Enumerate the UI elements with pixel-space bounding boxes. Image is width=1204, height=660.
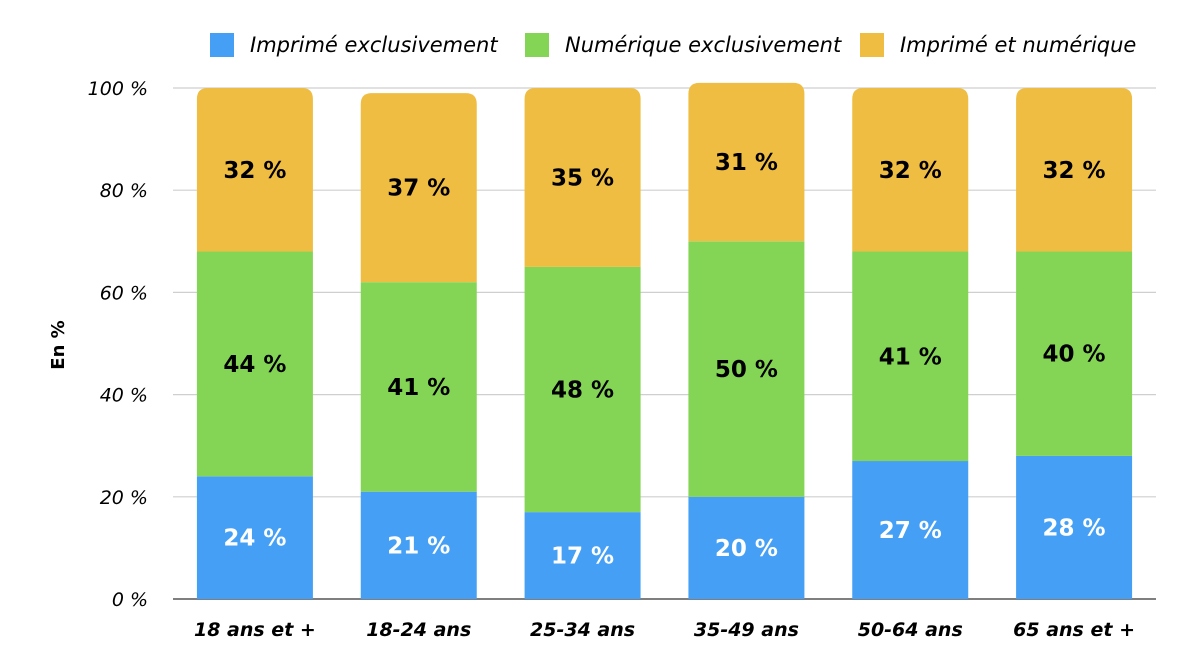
legend-label: Imprimé exclusivement — [250, 33, 498, 57]
bar-group: 27 % 41 % 32 % — [852, 88, 969, 599]
bar-segment — [524, 88, 641, 267]
data-label: 27 % — [879, 518, 942, 544]
bar-segment — [360, 491, 477, 599]
legend-item: Numérique exclusivement — [525, 33, 842, 57]
legend-item: Imprimé exclusivement — [210, 33, 498, 57]
data-label: 37 % — [387, 176, 450, 202]
data-label: 21 % — [387, 533, 450, 559]
bar-segment — [196, 88, 313, 252]
data-label: 32 % — [879, 158, 942, 184]
x-tick-label: 35-49 ans — [694, 619, 799, 641]
bar-segment — [1016, 251, 1133, 456]
x-tick-label: 65 ans et + — [1013, 619, 1135, 641]
bar-segment — [688, 241, 805, 497]
data-label: 31 % — [715, 150, 778, 176]
data-label: 41 % — [879, 344, 942, 370]
data-label: 32 % — [223, 158, 286, 184]
bar-segment — [852, 88, 969, 252]
data-label: 32 % — [1043, 158, 1106, 184]
bar-segment — [688, 496, 805, 599]
bars: 24 % 44 % 32 % 21 % 41 % 37 % 17 % 48 % 35 % 20 %… — [196, 82, 1133, 599]
bar-segment — [360, 282, 477, 492]
bar-group: 21 % 41 % 37 % — [360, 93, 477, 599]
data-label: 24 % — [223, 526, 286, 552]
gridlines — [173, 87, 1156, 600]
bar-segment — [196, 476, 313, 599]
y-axis-ticks: 0 % 20 % 40 % 60 % 80 % 100 % — [88, 78, 148, 611]
y-tick-label: 40 % — [100, 385, 148, 407]
data-label: 44 % — [223, 352, 286, 378]
bar-segment — [524, 266, 641, 513]
legend-item: Imprimé et numérique — [860, 33, 1136, 57]
bar-segment — [852, 461, 969, 599]
x-tick-label: 50-64 ans — [858, 619, 963, 641]
bar-segment — [360, 93, 477, 283]
bar-segment — [524, 512, 641, 599]
data-label: 48 % — [551, 377, 614, 403]
x-tick-label: 18 ans et + — [194, 619, 316, 641]
data-label: 17 % — [551, 544, 614, 570]
bar-group: 24 % 44 % 32 % — [196, 88, 313, 599]
x-tick-label: 18-24 ans — [366, 619, 471, 641]
x-axis-ticks: 18 ans et + 18-24 ans 25-34 ans 35-49 ans 50… — [194, 619, 1135, 641]
y-tick-label: 0 % — [112, 589, 148, 611]
bar-segment — [1016, 455, 1133, 599]
legend: Imprimé exclusivement Numérique exclusive… — [210, 33, 1136, 57]
bar-segment — [1016, 88, 1133, 252]
data-label: 20 % — [715, 536, 778, 562]
bar-group: 17 % 48 % 35 % — [524, 88, 641, 599]
y-axis-label: En % — [48, 320, 69, 369]
x-tick-label: 25-34 ans — [530, 619, 635, 641]
bar-group: 20 % 50 % 31 % — [688, 82, 805, 599]
y-tick-label: 100 % — [88, 78, 148, 100]
data-label: 35 % — [551, 165, 614, 191]
data-label: 50 % — [715, 357, 778, 383]
data-label: 41 % — [387, 375, 450, 401]
y-tick-label: 20 % — [100, 487, 148, 509]
y-tick-label: 60 % — [100, 282, 148, 304]
bar-segment — [852, 251, 969, 462]
legend-label: Imprimé et numérique — [900, 33, 1136, 57]
bar-segment — [688, 82, 805, 242]
legend-swatch — [860, 33, 884, 57]
bar-segment — [196, 251, 313, 477]
y-tick-label: 80 % — [100, 180, 148, 202]
legend-swatch — [210, 33, 234, 57]
data-label: 40 % — [1043, 342, 1106, 368]
legend-label: Numérique exclusivement — [565, 33, 842, 57]
legend-swatch — [525, 33, 549, 57]
data-label: 28 % — [1043, 515, 1106, 541]
bar-group: 28 % 40 % 32 % — [1016, 88, 1133, 599]
